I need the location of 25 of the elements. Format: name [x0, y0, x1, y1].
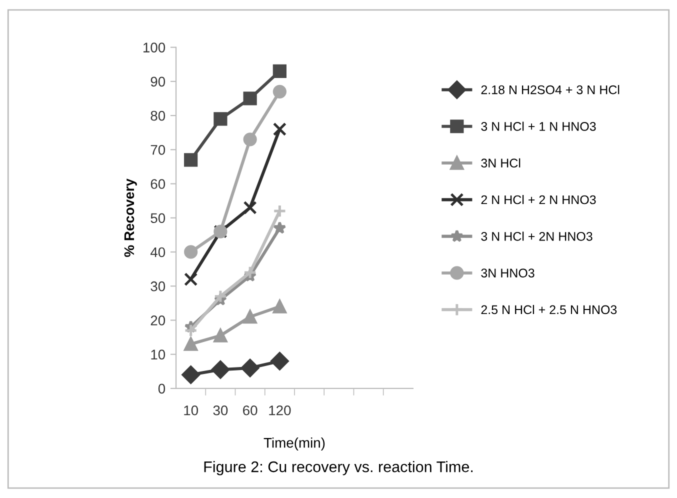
y-tick-label: 20 — [150, 316, 166, 326]
legend-label: 2.5 N HCl + 2.5 N HNO3 — [481, 304, 617, 314]
y-tick-label: 40 — [150, 247, 166, 258]
x-tick-label: 30 — [213, 405, 228, 416]
y-tick-label: 10 — [151, 350, 166, 360]
y-axis-title: % Recovery — [124, 178, 137, 257]
y-tick-label: 80 — [150, 110, 166, 121]
y-tick-label: 0 — [158, 384, 166, 394]
y-tick-label: 70 — [150, 144, 166, 155]
legend-label: 3N HCl — [481, 158, 520, 168]
y-tick-label: 50 — [150, 213, 166, 224]
legend-label: 2 N HCl + 2 N HNO3 — [481, 194, 596, 204]
y-tick-label: 100 — [143, 42, 166, 52]
x-tick-label: 10 — [184, 405, 198, 416]
x-tick-label: 120 — [269, 405, 291, 416]
legend-label: 3N HNO3 — [481, 268, 534, 278]
legend-label: 2.18 N H2SO4 + 3 N HCl — [481, 85, 620, 94]
legend-label: 3 N HCl + 2N HNO3 — [481, 232, 592, 241]
x-axis-title: Time(min) — [264, 438, 325, 450]
y-tick-label: 60 — [150, 179, 166, 189]
legend-label: 3 N HCl + 1 N HNO3 — [481, 122, 596, 131]
caption: Figure 2: Cu recovery vs. reaction Time. — [204, 461, 473, 476]
x-tick-label: 60 — [243, 405, 258, 416]
y-tick-label: 90 — [150, 76, 166, 87]
y-tick-label: 30 — [150, 281, 166, 292]
